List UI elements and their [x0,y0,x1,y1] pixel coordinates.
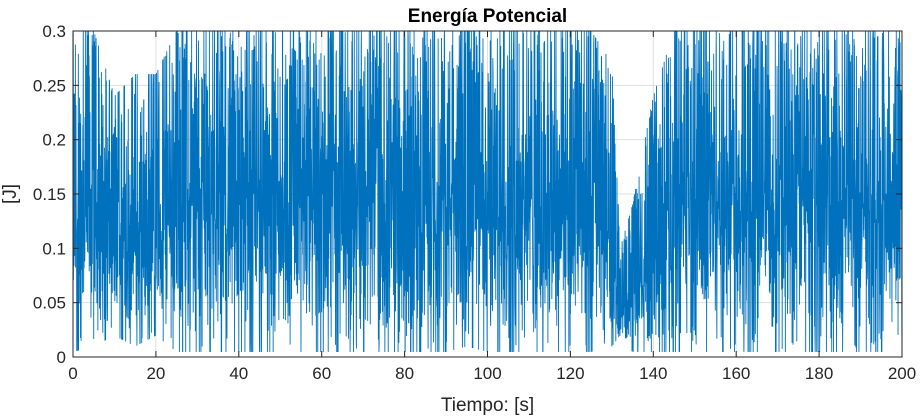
y-tick-label: 0.2 [42,131,66,150]
x-tick-label: 180 [805,364,833,383]
y-tick-label: 0.1 [42,239,66,258]
series-line [73,31,902,353]
x-tick-label: 120 [556,364,584,383]
ticks [72,30,903,358]
x-tick-label: 60 [312,364,331,383]
tick-labels: 0 20 40 60 80 100 120 140 160 180 200 0 0.05 0.1 0.15 0… [33,22,916,383]
y-tick-label: 0.05 [33,294,66,313]
chart-title: Energía Potencial [408,6,567,27]
series-path [73,31,902,353]
x-axis-title: Tiempo: [s] [441,395,534,416]
y-tick-label: 0 [57,348,66,367]
x-tick-label: 80 [395,364,414,383]
x-tick-label: 0 [68,364,77,383]
x-tick-label: 100 [473,364,501,383]
x-tick-label: 140 [639,364,667,383]
y-tick-label: 0.15 [33,185,66,204]
y-tick-label: 0.3 [42,22,66,41]
x-tick-label: 160 [722,364,750,383]
x-tick-label: 20 [146,364,165,383]
y-axis-title: [J] [0,184,21,204]
x-tick-label: 40 [229,364,248,383]
y-tick-label: 0.25 [33,76,66,95]
x-tick-label: 200 [888,364,916,383]
